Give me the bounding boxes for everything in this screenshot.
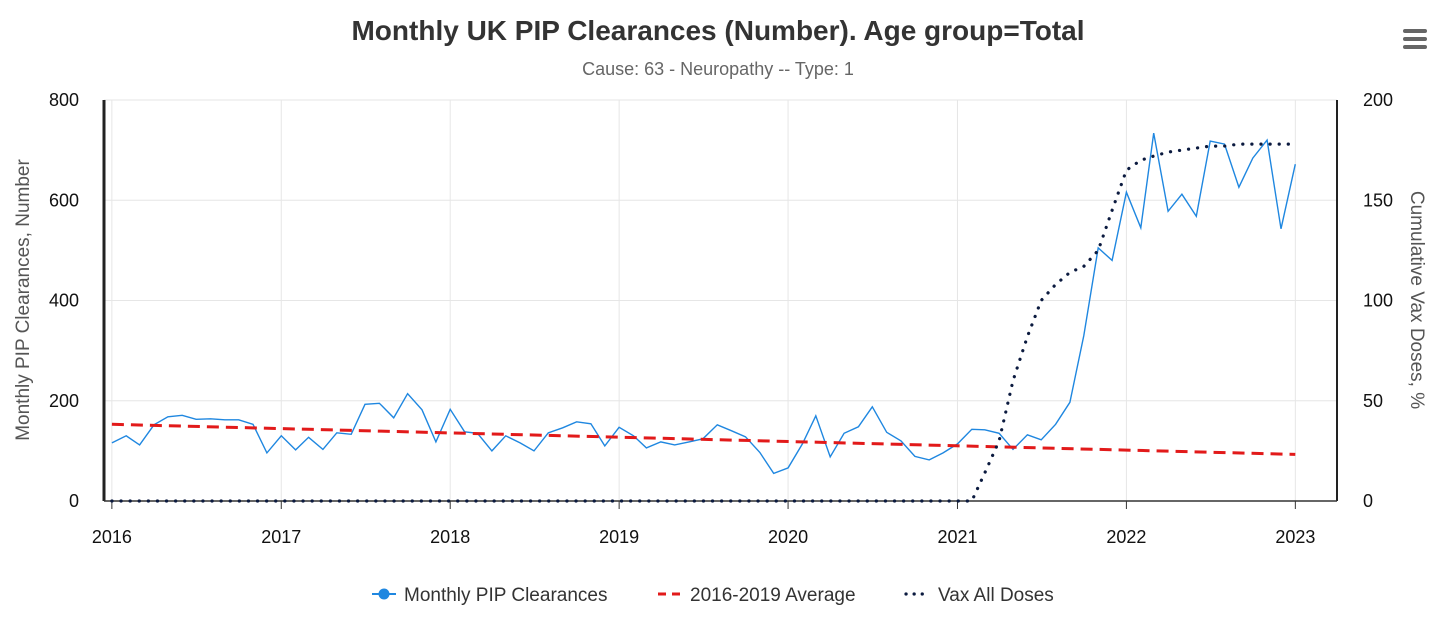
x-tick-label: 2017 [261, 527, 301, 547]
y-tick-label: 400 [49, 291, 79, 311]
hamburger-icon-bar [1403, 45, 1427, 49]
legend-item-label[interactable]: Monthly PIP Clearances [404, 585, 607, 606]
y-tick-label: 600 [49, 190, 79, 210]
legend-item-label[interactable]: 2016-2019 Average [690, 585, 856, 606]
series-line-2016-2019-average [111, 422, 1296, 456]
y2-tick-label: 150 [1363, 190, 1393, 210]
series-line-vax-all-doses [110, 142, 1297, 503]
x-tick-label: 2020 [768, 527, 808, 547]
legend-item-label[interactable]: Vax All Doses [938, 585, 1054, 606]
x-tick-label: 2018 [430, 527, 470, 547]
y2-tick-label: 200 [1363, 90, 1393, 110]
y-tick-label: 800 [49, 90, 79, 110]
y-axis-title: Monthly PIP Clearances, Number [13, 159, 34, 441]
x-tick-label: 2022 [1106, 527, 1146, 547]
x-tick-label: 2023 [1275, 527, 1315, 547]
chart-menu-button[interactable] [1400, 26, 1430, 54]
y-tick-label: 0 [69, 491, 79, 511]
series-line-monthly-pip-clearances [111, 132, 1296, 475]
hamburger-icon-bar [1403, 37, 1427, 41]
legend-marker [378, 588, 390, 600]
chart-subtitle: Cause: 63 - Neuropathy -- Type: 1 [582, 59, 854, 79]
x-tick-label: 2021 [937, 527, 977, 547]
y2-tick-label: 50 [1363, 391, 1383, 411]
chart-title: Monthly UK PIP Clearances (Number). Age … [351, 15, 1084, 46]
y2-tick-label: 0 [1363, 491, 1373, 511]
y2-axis-title: Cumulative Vax Doses, % [1406, 191, 1427, 409]
y2-tick-label: 100 [1363, 291, 1393, 311]
x-tick-label: 2019 [599, 527, 639, 547]
x-tick-label: 2016 [92, 527, 132, 547]
y-tick-label: 200 [49, 391, 79, 411]
hamburger-icon [1403, 29, 1427, 33]
